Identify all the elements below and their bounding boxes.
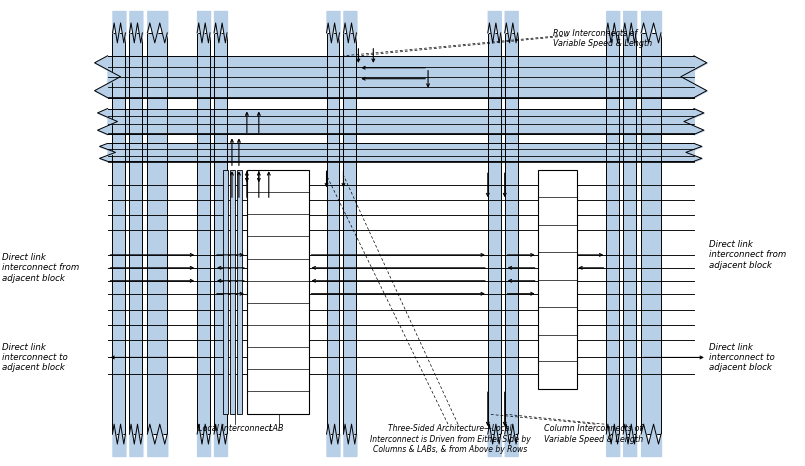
Bar [247,170,308,414]
Text: Direct link
interconnect from
adjacent block: Direct link interconnect from adjacent b… [708,240,786,270]
Bar [108,56,694,97]
Text: Direct link
interconnect to
adjacent block: Direct link interconnect to adjacent blo… [2,343,68,372]
Text: Local Interconnect: Local Interconnect [198,424,272,433]
Bar [606,33,619,434]
Text: Column Interconnects of
Variable Speed & Length: Column Interconnects of Variable Speed &… [543,424,643,444]
Text: Row Interconnects of
Variable Speed & Length: Row Interconnects of Variable Speed & Le… [554,29,653,48]
Bar [197,33,210,434]
Bar [113,33,126,434]
Bar [344,33,357,434]
Bar [488,33,501,434]
Bar [327,33,340,434]
Text: Direct link
interconnect from
adjacent block: Direct link interconnect from adjacent b… [2,253,79,283]
Bar [214,33,227,434]
Bar [623,33,636,434]
Bar [108,144,694,161]
Bar [147,33,167,434]
Bar [230,170,235,414]
Text: Direct link
interconnect to
adjacent block: Direct link interconnect to adjacent blo… [708,343,774,372]
Bar [505,33,518,434]
Bar [237,170,242,414]
Bar [223,170,228,414]
Text: LAB: LAB [269,424,284,433]
Text: Three-Sided Architecture—Local
Interconnect is Driven from Either Side by
Column: Three-Sided Architecture—Local Interconn… [369,424,530,454]
Bar [108,109,694,135]
Bar [538,170,577,389]
Bar [641,33,661,434]
Bar [130,33,142,434]
